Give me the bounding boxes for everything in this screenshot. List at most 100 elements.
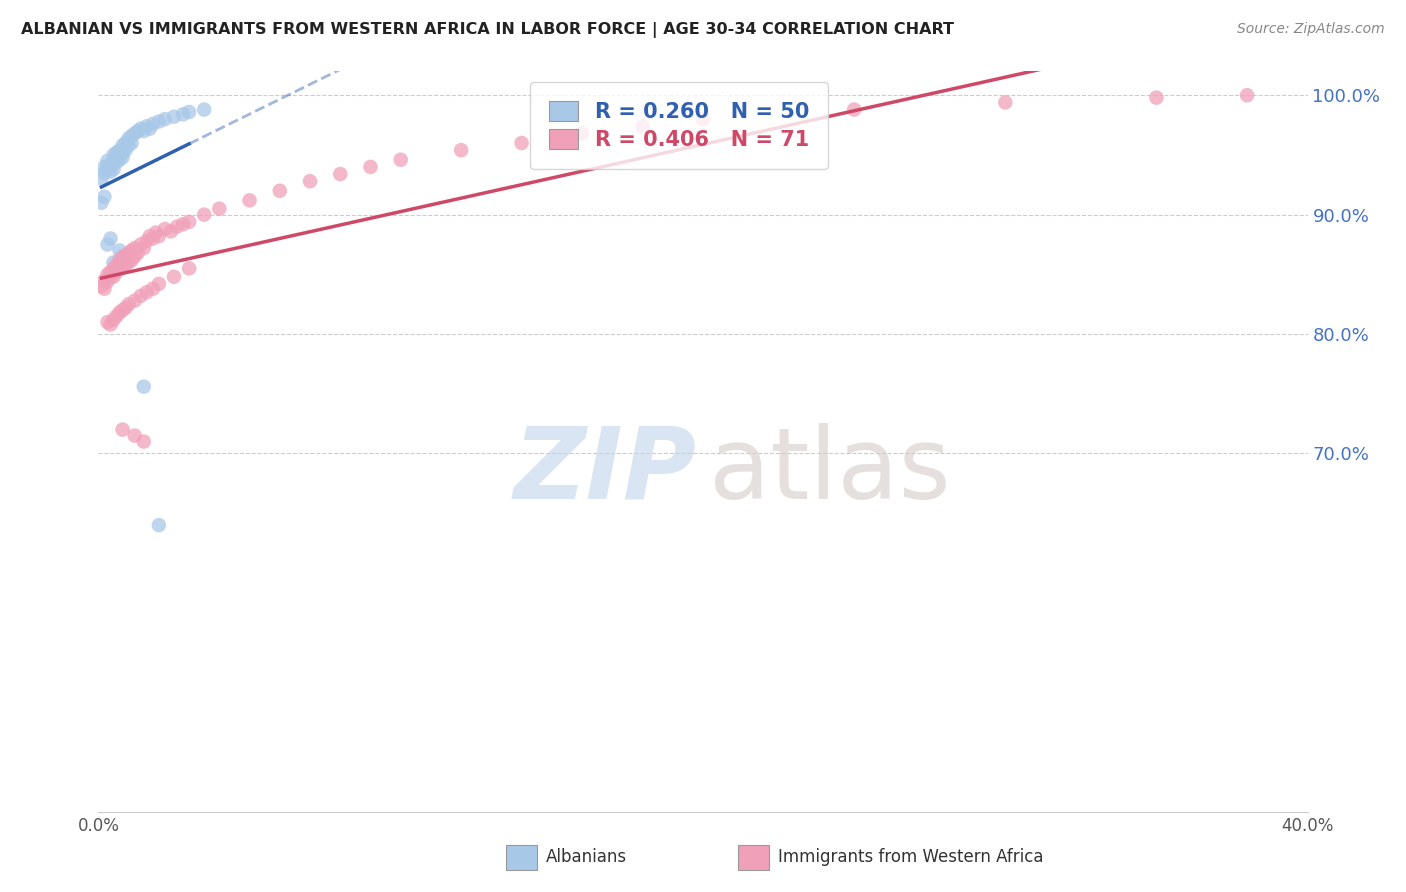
Point (108, 253, 131, 268)
Point (121, 253, 143, 268)
Point (153, 222, 176, 236)
Point (692, 112, 714, 127)
Point (510, 136, 533, 150)
Point (148, 277, 170, 291)
Point (631, 120, 654, 134)
Point (111, 150, 134, 164)
Point (179, 261, 201, 276)
Point (193, 208, 215, 222)
Point (100, 231, 122, 245)
Point (105, 145, 128, 160)
Point (124, 428, 146, 442)
Point (163, 110, 186, 124)
Point (111, 260, 134, 275)
Point (100, 164, 122, 178)
Point (329, 167, 352, 181)
Point (100, 160, 122, 174)
Point (135, 120, 157, 134)
Point (127, 245, 149, 260)
Point (90, 279, 112, 293)
Text: Immigrants from Western Africa: Immigrants from Western Africa (778, 848, 1043, 866)
Legend: R = 0.260   N = 50, R = 0.406   N = 71: R = 0.260 N = 50, R = 0.406 N = 71 (530, 82, 828, 169)
Point (103, 312, 125, 326)
Point (108, 153, 131, 167)
Point (100, 265, 122, 279)
Point (127, 124, 149, 138)
Point (239, 194, 262, 208)
Point (111, 251, 134, 265)
Point (124, 250, 146, 264)
Point (142, 282, 165, 296)
Point (111, 138, 134, 153)
Point (121, 244, 143, 258)
Point (1236, 88, 1258, 103)
Point (105, 265, 128, 279)
Point (111, 250, 134, 264)
Point (148, 518, 170, 533)
Point (132, 241, 155, 255)
Point (105, 150, 128, 164)
Point (105, 155, 128, 169)
Point (208, 202, 231, 216)
Point (90, 195, 112, 210)
Point (132, 379, 155, 393)
Point (108, 148, 131, 162)
Point (93, 282, 115, 296)
Point (139, 229, 162, 244)
Point (111, 145, 134, 160)
Point (121, 136, 143, 150)
Point (96, 162, 118, 177)
Point (93, 160, 115, 174)
Point (179, 215, 201, 229)
Point (172, 107, 194, 121)
Point (111, 303, 134, 318)
Point (103, 153, 125, 168)
Point (124, 241, 146, 255)
Point (135, 234, 157, 248)
Point (360, 160, 382, 174)
Point (96, 315, 118, 329)
Point (96, 275, 118, 289)
Point (108, 143, 131, 157)
Point (129, 237, 152, 252)
Point (124, 293, 146, 308)
Point (172, 217, 194, 231)
Point (163, 269, 186, 284)
Text: Albanians: Albanians (546, 848, 627, 866)
Point (129, 289, 152, 303)
Point (121, 128, 143, 143)
Point (124, 127, 146, 141)
Point (105, 258, 128, 272)
Point (105, 261, 128, 276)
Point (135, 285, 157, 300)
Point (105, 309, 128, 323)
Point (108, 305, 131, 319)
Point (93, 166, 115, 180)
Bar (506, 845, 537, 870)
Point (844, 103, 866, 117)
Text: Source: ZipAtlas.com: Source: ZipAtlas.com (1237, 22, 1385, 37)
Point (571, 127, 593, 141)
Point (103, 162, 125, 177)
Point (96, 160, 118, 174)
Point (994, 95, 1017, 110)
Point (118, 138, 141, 153)
Point (103, 269, 125, 284)
Point (114, 258, 136, 272)
Point (145, 226, 167, 240)
Point (118, 131, 141, 145)
Point (118, 255, 141, 269)
Bar (738, 845, 769, 870)
Point (93, 190, 115, 204)
Point (108, 261, 131, 276)
Point (153, 112, 176, 127)
Point (114, 301, 136, 315)
Point (90, 171, 112, 186)
Point (100, 269, 122, 284)
Text: ZIP: ZIP (515, 423, 697, 520)
Point (96, 237, 118, 252)
Point (96, 153, 118, 168)
Point (142, 231, 165, 245)
Point (160, 224, 183, 238)
Point (450, 143, 472, 157)
